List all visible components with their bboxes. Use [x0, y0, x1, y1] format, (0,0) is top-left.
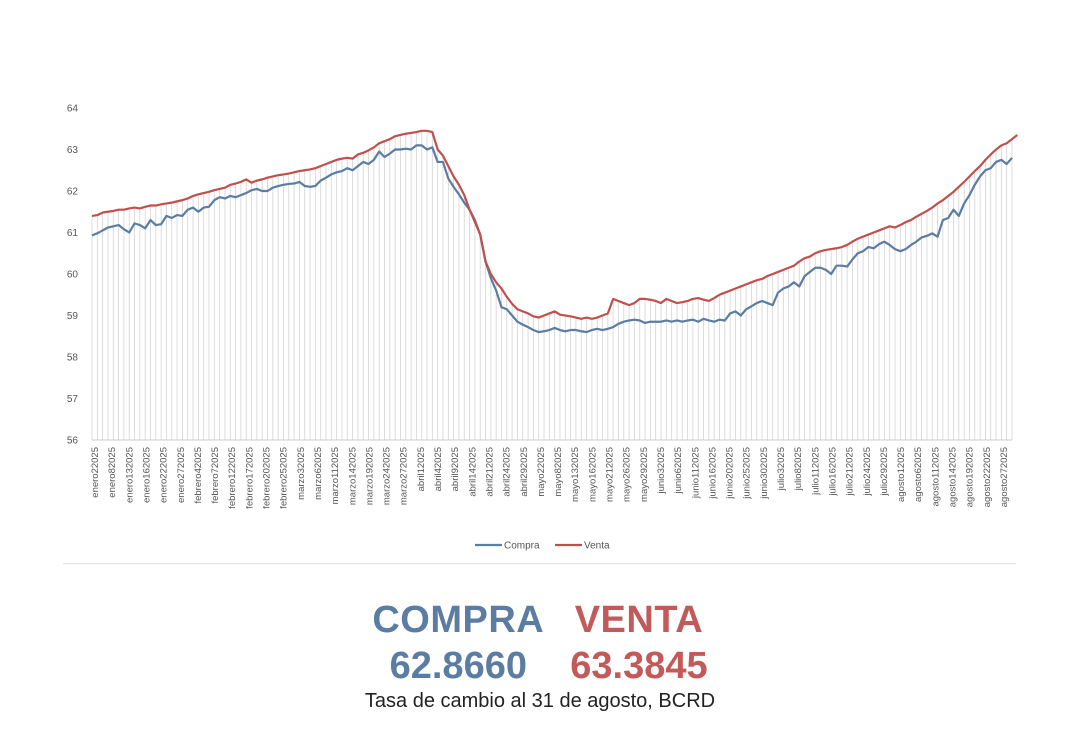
y-tick-label: 58 [67, 353, 79, 364]
x-tick-label: julio82025 [793, 447, 804, 491]
compra-block: COMPRA 62.8660 [372, 598, 544, 688]
compra-label: COMPRA [372, 599, 545, 641]
x-tick-label: agosto222025 [982, 447, 993, 507]
chart-legend: Compra Venta [475, 541, 610, 552]
y-tick-label: 60 [67, 270, 79, 281]
x-tick-label: febrero172025 [244, 447, 255, 509]
legend-label-venta: Venta [584, 541, 610, 552]
y-axis: 56 57 58 59 60 61 62 63 64 [67, 104, 79, 447]
x-tick-label: febrero122025 [227, 447, 238, 509]
x-tick-label: enero162025 [141, 447, 152, 503]
y-tick-label: 56 [67, 436, 79, 447]
x-tick-label: mayo212025 [605, 447, 616, 502]
x-tick-label: enero222025 [159, 447, 170, 503]
x-tick-label: junio32025 [656, 447, 667, 495]
legend-label-compra: Compra [504, 541, 540, 552]
y-tick-label: 64 [67, 104, 79, 115]
x-tick-label: mayo22025 [536, 447, 547, 497]
y-tick-label: 61 [67, 228, 79, 239]
x-tick-label: julio292025 [879, 447, 890, 497]
x-tick-label: agosto62025 [913, 447, 924, 502]
x-tick-label: julio242025 [862, 447, 873, 497]
venta-label: VENTA [574, 599, 704, 641]
x-tick-label: enero132025 [124, 447, 135, 503]
x-tick-label: junio252025 [742, 447, 753, 500]
y-tick-label: 62 [67, 187, 79, 198]
x-tick-label: agosto272025 [999, 447, 1010, 507]
x-tick-label: mayo82025 [553, 447, 564, 497]
x-tick-label: agosto112025 [930, 447, 941, 507]
x-tick-label: abril92025 [450, 447, 461, 491]
x-tick-label: marzo112025 [330, 447, 341, 504]
y-tick-label: 57 [67, 394, 79, 405]
x-tick-label: abril292025 [519, 447, 530, 497]
venta-block: VENTA 63.3845 [570, 598, 707, 688]
x-tick-label: marzo32025 [296, 447, 307, 500]
x-tick-label: mayo262025 [622, 447, 633, 502]
compra-value: 62.8660 [389, 645, 527, 687]
x-tick-label: julio112025 [810, 447, 821, 496]
x-tick-label: marzo142025 [347, 447, 358, 505]
x-tick-label: junio202025 [725, 447, 736, 500]
x-tick-label: junio162025 [707, 447, 718, 500]
separator-line [63, 563, 1016, 564]
x-tick-label: abril212025 [484, 447, 495, 497]
x-tick-label: junio112025 [690, 447, 701, 499]
x-tick-label: marzo62025 [313, 447, 324, 500]
x-tick-label: enero272025 [176, 447, 187, 503]
x-tick-label: junio62025 [673, 447, 684, 495]
x-tick-label: enero22025 [90, 447, 101, 498]
x-tick-label: febrero252025 [279, 447, 290, 509]
x-tick-label: mayo132025 [570, 447, 581, 502]
series-line-venta [91, 129, 1018, 320]
x-tick-label: abril242025 [502, 447, 513, 497]
x-tick-label: julio212025 [845, 447, 856, 497]
x-tick-label: junio302025 [759, 447, 770, 500]
caption: Tasa de cambio al 31 de agosto, BCRD [364, 690, 716, 712]
x-tick-label: febrero42025 [193, 447, 204, 504]
x-tick-label: mayo162025 [587, 447, 598, 502]
x-tick-label: marzo272025 [399, 447, 410, 505]
chart-grid [91, 130, 1013, 441]
x-tick-label: febrero72025 [210, 447, 221, 504]
x-tick-label: febrero202025 [262, 447, 273, 509]
x-tick-label: marzo242025 [382, 447, 393, 505]
x-tick-label: marzo192025 [364, 447, 375, 505]
x-tick-label: mayo292025 [639, 447, 650, 502]
x-tick-label: abril42025 [433, 447, 444, 491]
rate-summary: COMPRA 62.8660 VENTA 63.3845 Tasa de cam… [0, 598, 1080, 714]
x-tick-label: enero82025 [107, 447, 118, 498]
x-tick-label: julio162025 [827, 447, 838, 497]
x-tick-label: agosto192025 [965, 447, 976, 507]
y-tick-label: 59 [67, 311, 79, 322]
x-tick-label: julio32025 [776, 447, 787, 491]
y-tick-label: 63 [67, 145, 79, 156]
x-tick-label: agosto142025 [948, 447, 959, 507]
x-tick-label: agosto12025 [896, 447, 907, 502]
venta-value: 63.3845 [570, 645, 708, 687]
x-axis: enero22025 enero82025 enero132025 enero1620… [90, 447, 1010, 509]
chart-series [91, 129, 1018, 334]
x-tick-label: abril142025 [467, 447, 478, 497]
rate-columns: COMPRA 62.8660 VENTA 63.3845 [0, 598, 1080, 688]
series-line-compra [91, 144, 1013, 334]
x-tick-label: abril12025 [416, 447, 427, 491]
